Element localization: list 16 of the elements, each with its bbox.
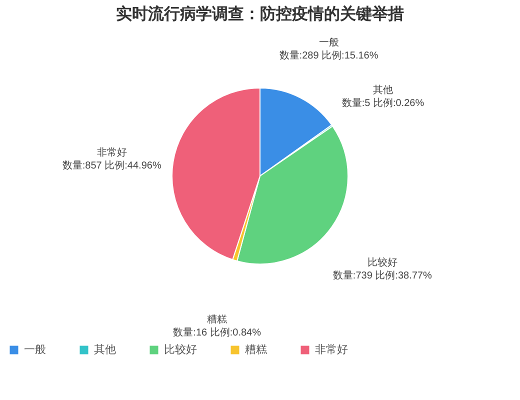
legend-label: 非常好 (315, 343, 348, 356)
data-label: 数量:739 比例:38.77% (332, 270, 432, 282)
slice-label: 一般 (318, 38, 339, 49)
slice-label: 比较好 (367, 256, 398, 269)
slice-label: 其他 (372, 84, 393, 96)
legend-label: 其他 (94, 343, 116, 356)
slice-label: 非常好 (96, 146, 127, 158)
legend-label: 比较好 (164, 343, 197, 356)
data-label: 数量:289 比例:15.16% (279, 50, 378, 62)
data-label: 数量:5 比例:0.26% (342, 97, 424, 110)
data-label: 数量:16 比例:0.84% (173, 326, 262, 339)
data-label: 数量:857 比例:44.96% (62, 159, 162, 172)
category-label: 糟糕 (207, 314, 228, 326)
chart-title: 实时流行病学调查：防控疫情的关键举措 (116, 4, 404, 23)
legend-label: 糟糕 (245, 344, 267, 356)
legend-label: 一般 (24, 344, 46, 356)
